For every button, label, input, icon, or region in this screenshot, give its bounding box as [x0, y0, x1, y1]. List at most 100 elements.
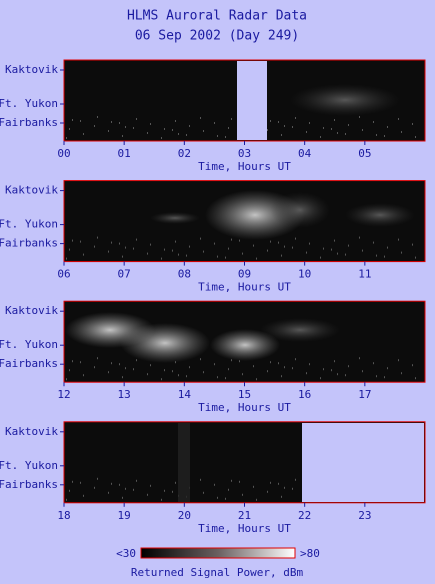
- noise: [147, 373, 148, 376]
- noise: [66, 498, 67, 501]
- noise: [359, 116, 360, 118]
- noise: [334, 119, 335, 121]
- noise: [161, 498, 162, 501]
- noise: [83, 494, 84, 497]
- noise: [80, 240, 81, 243]
- noise: [125, 367, 126, 370]
- noise: [228, 368, 229, 371]
- noise: [345, 133, 346, 135]
- noise: [94, 245, 95, 248]
- noise: [412, 123, 413, 125]
- noise: [175, 120, 176, 122]
- noise: [186, 375, 187, 378]
- noise: [239, 239, 240, 242]
- noise: [69, 369, 70, 372]
- noise: [278, 482, 279, 485]
- noise: [337, 252, 338, 255]
- noise: [295, 117, 296, 119]
- y-tick-label: Fairbanks: [0, 357, 58, 370]
- x-tick-label: 22: [298, 509, 311, 522]
- noise: [323, 368, 324, 371]
- noise: [217, 135, 218, 137]
- noise: [150, 243, 151, 246]
- noise: [373, 241, 374, 244]
- noise: [175, 481, 176, 484]
- noise: [320, 377, 321, 380]
- noise: [362, 129, 363, 131]
- noise: [398, 238, 399, 241]
- noise: [376, 254, 377, 257]
- noise: [359, 357, 360, 360]
- noise: [292, 246, 293, 249]
- noise: [253, 244, 254, 247]
- noise: [231, 479, 232, 482]
- noise: [362, 249, 363, 252]
- noise: [384, 135, 385, 137]
- x-tick-label: 05: [358, 147, 371, 160]
- x-tick-label: 13: [118, 388, 131, 401]
- noise: [281, 254, 282, 257]
- noise: [267, 370, 268, 373]
- noise: [398, 359, 399, 362]
- noise: [292, 367, 293, 370]
- noise: [401, 372, 402, 375]
- noise: [119, 483, 120, 486]
- noise: [253, 365, 254, 368]
- noise: [178, 253, 179, 256]
- noise: [376, 134, 377, 136]
- noise: [97, 477, 98, 480]
- noise: [66, 378, 67, 381]
- x-tick-label: 15: [238, 388, 251, 401]
- noise: [278, 121, 279, 123]
- noise: [136, 118, 137, 120]
- noise: [295, 358, 296, 361]
- noise: [80, 361, 81, 364]
- noise: [348, 365, 349, 368]
- noise: [133, 247, 134, 250]
- colorbar: [140, 547, 296, 559]
- x-tick-label: 09: [238, 268, 251, 281]
- noise: [401, 251, 402, 254]
- y-tick-label: Fairbanks: [0, 478, 58, 491]
- noise: [320, 136, 321, 138]
- noise: [94, 486, 95, 489]
- noise: [125, 126, 126, 128]
- noise: [225, 377, 226, 380]
- y-tick-label: Kaktovik: [5, 304, 58, 317]
- noise: [200, 358, 201, 361]
- noise: [189, 245, 190, 248]
- noise: [111, 241, 112, 244]
- noise: [122, 135, 123, 137]
- noise: [133, 127, 134, 129]
- x-tick-label: 23: [358, 509, 371, 522]
- chart-title: HLMS Auroral Radar Data: [127, 9, 307, 24]
- noise: [97, 357, 98, 360]
- noise: [189, 366, 190, 369]
- x-axis-label: Time, Hours UT: [198, 522, 291, 535]
- noise: [119, 242, 120, 245]
- noise: [267, 129, 268, 131]
- noise: [401, 131, 402, 133]
- noise: [267, 490, 268, 493]
- noise: [136, 238, 137, 241]
- noise: [200, 237, 201, 240]
- noise: [231, 118, 232, 120]
- noise: [281, 495, 282, 498]
- noise: [239, 480, 240, 483]
- noise: [345, 374, 346, 377]
- noise: [337, 132, 338, 134]
- x-tick-label: 19: [118, 509, 131, 522]
- noise: [387, 126, 388, 128]
- noise: [94, 366, 95, 369]
- noise: [94, 125, 95, 127]
- noise: [373, 121, 374, 123]
- noise: [412, 243, 413, 246]
- noise: [108, 250, 109, 253]
- noise: [119, 363, 120, 366]
- noise: [66, 137, 67, 139]
- noise: [69, 128, 70, 130]
- noise: [306, 131, 307, 133]
- noise: [278, 362, 279, 365]
- y-tick-label: Kaktovik: [5, 425, 58, 438]
- noise: [295, 478, 296, 481]
